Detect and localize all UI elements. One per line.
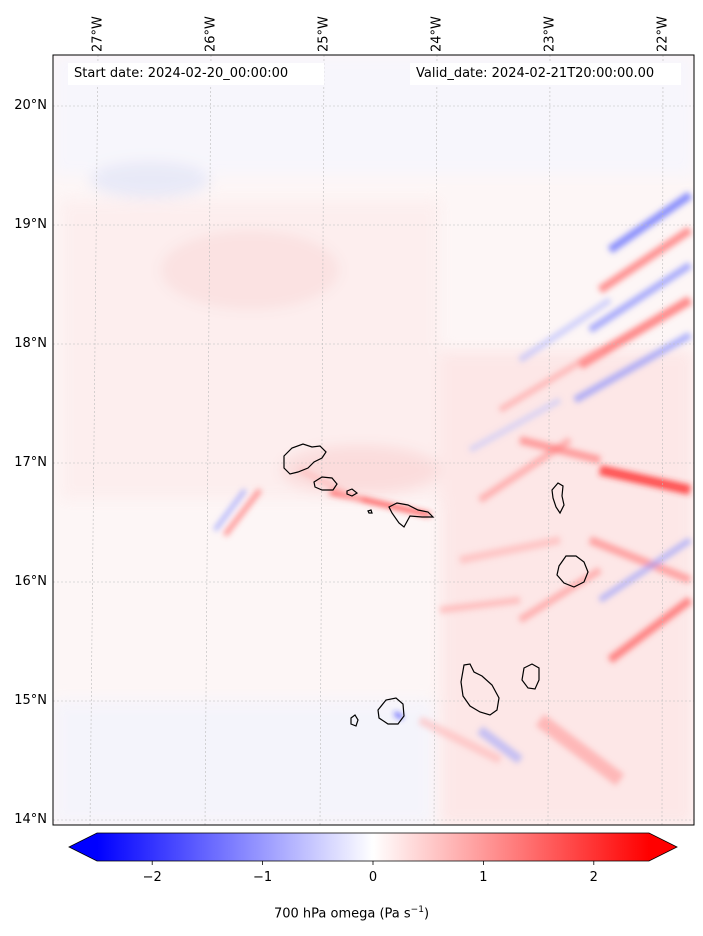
island-sao-nicolau: [388, 502, 435, 528]
colorbar-gradient: [97, 833, 649, 861]
colorbar-title-prefix: 700 hPa omega (Pa s: [273, 906, 411, 922]
colorbar-outline: [68, 832, 678, 862]
lon-tick-label: 24°W: [429, 16, 445, 52]
island-sal: [551, 482, 565, 515]
island-fogo: [377, 697, 405, 725]
island-santa-luzia: [346, 488, 359, 497]
lon-tick-label: 22°W: [655, 16, 671, 52]
lat-tick-label: 19°N: [14, 217, 47, 232]
island-sao-vicente: [313, 476, 338, 491]
colorbar-extend-max: [649, 833, 677, 861]
colorbar-tick-label: −2: [142, 870, 162, 885]
colorbar-tick-label: 2: [589, 870, 598, 885]
map-frame: [52, 54, 695, 826]
colorbar-tick-label: 0: [368, 870, 378, 885]
lat-tick-label: 20°N: [14, 98, 47, 113]
lat-tick-label: 16°N: [14, 574, 47, 589]
lon-tick-label: 23°W: [542, 16, 558, 52]
colorbar: [68, 832, 678, 865]
island-small: [367, 509, 373, 514]
island-maio: [521, 663, 540, 690]
lon-tick-label: 26°W: [203, 16, 219, 52]
lat-tick-label: 17°N: [14, 455, 47, 470]
colorbar-title: 700 hPa omega (Pa s−1): [0, 905, 703, 921]
colorbar-tick-marks: [151, 861, 595, 865]
island-santiago: [460, 663, 500, 716]
valid-date-label: Valid_date: 2024-02-21T20:00:00.00: [410, 63, 681, 85]
colorbar-tick-label: 1: [479, 870, 488, 885]
island-santo-antao: [283, 443, 327, 475]
omega-field: [53, 55, 694, 825]
lon-tick-label: 27°W: [90, 16, 106, 52]
colorbar-tick-label: −1: [253, 870, 273, 885]
start-date-label: Start date: 2024-02-20_00:00:00: [68, 63, 324, 85]
lat-tick-label: 18°N: [14, 336, 47, 351]
colorbar-tick-labels: −2 −1 0 1 2: [0, 870, 703, 886]
lon-tick-label: 25°W: [316, 16, 332, 52]
lat-tick-label: 14°N: [14, 812, 47, 827]
lat-tick-label: 15°N: [14, 693, 47, 708]
coastlines: [283, 443, 589, 727]
island-boa-vista: [556, 555, 589, 588]
colorbar-title-sup: −1: [410, 905, 424, 915]
island-brava: [350, 714, 359, 727]
colorbar-extend-min: [69, 833, 97, 861]
graticule: [53, 55, 694, 825]
colorbar-title-suffix: ): [423, 906, 430, 922]
